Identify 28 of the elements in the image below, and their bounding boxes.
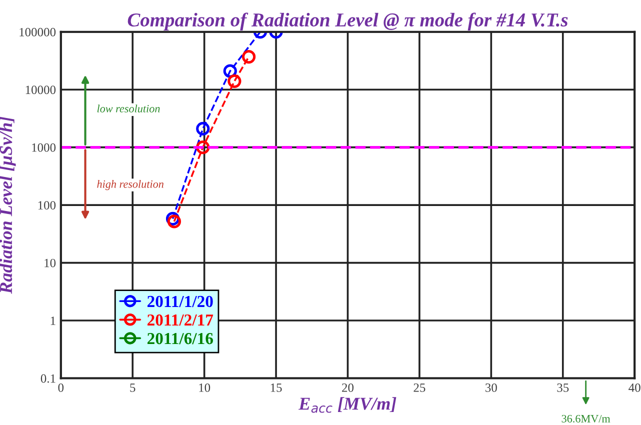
legend-label: 2011/1/20	[147, 296, 213, 308]
x-tick-label: 5	[130, 384, 136, 392]
legend-label: 2011/6/16	[147, 332, 213, 344]
y-tick-label: 10000	[26, 86, 56, 94]
x-tick-label: 10	[199, 383, 210, 392]
y-tick-label: 10	[44, 258, 56, 268]
x-tick-label: 25	[414, 384, 426, 392]
y-tick-label: 1000	[32, 143, 56, 152]
x-tick-label: 40	[628, 383, 640, 392]
y-tick-label: 0.1	[40, 374, 56, 383]
point	[228, 74, 242, 88]
point	[167, 214, 182, 228]
text: 36.6MV/m	[562, 414, 610, 422]
point	[196, 122, 210, 136]
chart-title: Comparison of Radiation Level @ π mode for #14 V.T.s	[128, 12, 568, 30]
legend-label: 2011/2/17	[147, 314, 214, 326]
x-tick-label: 35	[557, 384, 569, 392]
point	[242, 50, 256, 64]
x-axis-title: E$_{acc}$ [MV/m]	[298, 397, 396, 413]
y-tick-label: 100000	[20, 28, 56, 36]
x-tick-label: 20	[342, 383, 354, 392]
annotation: low resolution	[97, 104, 160, 112]
y-tick-label: 100	[38, 201, 56, 210]
annotation: high resolution	[97, 180, 164, 190]
x-tick-label: 0	[58, 383, 64, 392]
x-tick-label: 30	[486, 383, 497, 392]
x-tick-label: 15	[270, 384, 282, 392]
y-tick-label: 1	[50, 316, 56, 325]
